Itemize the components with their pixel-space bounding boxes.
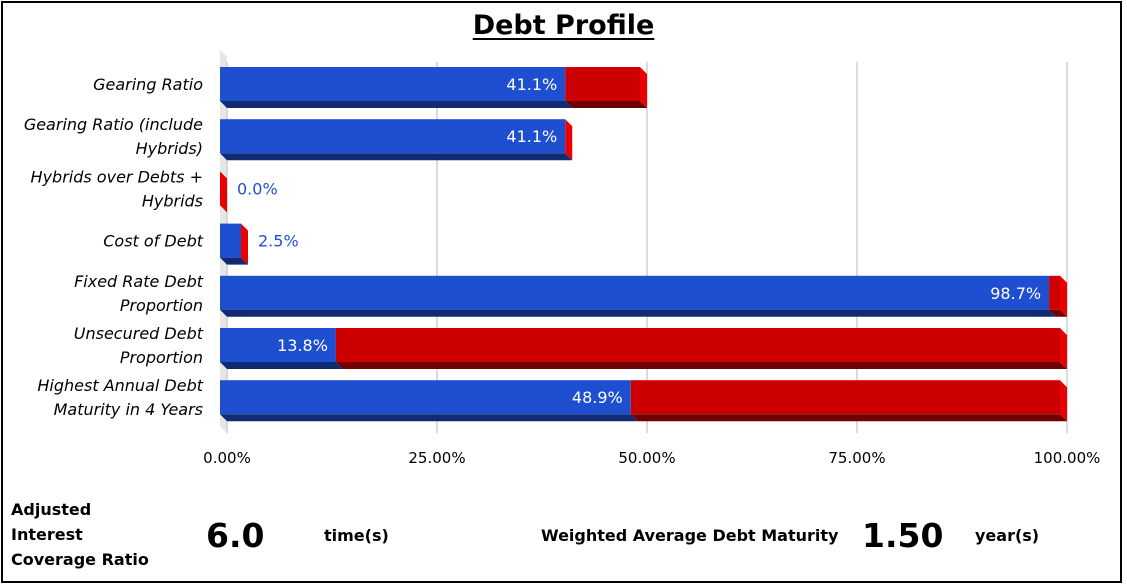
bar-end-cap	[1060, 275, 1067, 317]
bar-segment	[565, 67, 640, 101]
bar-segment	[220, 328, 336, 362]
wadm-unit: year(s)	[975, 526, 1040, 545]
debt-profile-chart: 0.00% 25.00% 50.00% 75.00% 100.00% 41.1% Geari…	[24, 50, 1101, 467]
x-tick-label: 0.00%	[203, 449, 251, 467]
x-tick-label: 50.00%	[618, 449, 675, 467]
bar-segment	[220, 119, 566, 154]
data-label: 0.0%	[237, 179, 278, 198]
category-label: Highest Annual Debt Maturity in 4 Years	[37, 376, 203, 419]
wadm-label: Weighted Average Debt Maturity	[541, 526, 839, 545]
bar-depth	[220, 362, 343, 369]
icr-value: 6.0	[206, 516, 265, 555]
bar-segment	[220, 275, 1050, 310]
bar-segment	[335, 328, 1060, 362]
bar-depth	[220, 414, 638, 422]
x-tick-label: 25.00%	[408, 449, 465, 467]
bar-end-cap	[565, 119, 573, 161]
data-label: 2.5%	[258, 232, 299, 251]
icr-unit: time(s)	[324, 526, 389, 545]
x-tick-label: 100.00%	[1034, 449, 1101, 467]
bar-depth	[220, 153, 573, 161]
data-label: 98.7%	[990, 284, 1041, 303]
data-label: 13.8%	[277, 336, 328, 355]
bar-segment	[220, 380, 631, 415]
bar-end-cap	[241, 223, 248, 265]
data-label: 41.1%	[506, 75, 557, 94]
data-label: 41.1%	[506, 127, 557, 146]
chart-title: Debt Profile	[472, 10, 655, 41]
category-label: Fixed Rate Debt Proportion	[74, 272, 204, 315]
bar-depth	[565, 101, 647, 108]
bar-end-cap	[220, 171, 227, 213]
bar-end-cap	[640, 67, 647, 108]
bar-depth	[220, 101, 573, 108]
bar-segment	[630, 380, 1060, 415]
icr-label: Adjusted Interest Coverage Ratio	[11, 500, 149, 569]
category-label: Hybrids over Debts + Hybrids	[31, 167, 203, 210]
bar-end-cap	[1060, 328, 1067, 369]
bar-segment	[220, 67, 566, 101]
bar-segment	[1049, 275, 1060, 310]
bar-depth	[1049, 309, 1067, 317]
bar-depth	[630, 414, 1067, 422]
category-label: Gearing Ratio	[93, 75, 203, 94]
bar-segment	[220, 223, 241, 258]
category-label: Gearing Ratio (include Hybrids)	[24, 115, 203, 158]
wadm-value: 1.50	[862, 516, 944, 555]
bar-end-cap	[1060, 380, 1067, 422]
x-tick-label: 75.00%	[828, 449, 885, 467]
category-label: Unsecured Debt Proportion	[74, 324, 204, 367]
bar-depth	[220, 309, 1057, 317]
bar-depth	[335, 362, 1067, 369]
bar-depth	[220, 257, 248, 265]
data-label: 48.9%	[572, 388, 623, 407]
category-label: Cost of Debt	[103, 232, 203, 251]
